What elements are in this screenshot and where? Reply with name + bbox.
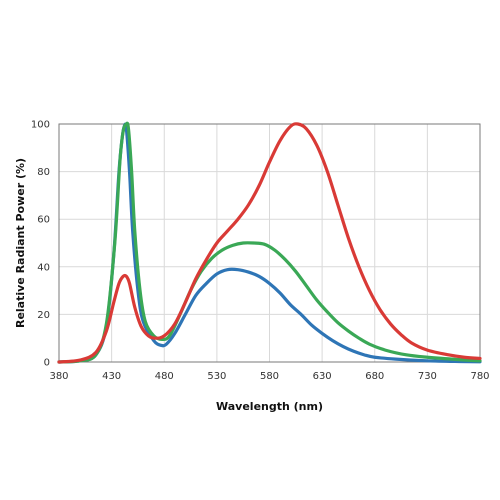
y-tick-label: 80 — [37, 167, 50, 178]
y-tick-label: 20 — [37, 310, 50, 321]
x-tick-label: 730 — [418, 371, 437, 382]
x-tick-label: 430 — [102, 371, 121, 382]
y-tick-label: 100 — [31, 120, 50, 131]
x-tick-label: 380 — [49, 371, 68, 382]
y-tick-label: 60 — [37, 215, 50, 226]
plot-frame — [58, 123, 481, 363]
y-tick-label: 0 — [44, 358, 50, 369]
series-line-2 — [57, 121, 482, 364]
x-tick-label: 680 — [365, 371, 384, 382]
y-axis-title: Relative Radiant Power (%) — [14, 158, 27, 328]
series-line-3 — [57, 122, 482, 364]
x-tick-label: 530 — [207, 371, 226, 382]
x-tick-label: 630 — [313, 371, 332, 382]
x-tick-label: 480 — [155, 371, 174, 382]
series-layer — [57, 121, 482, 364]
x-tick-label: 580 — [260, 371, 279, 382]
x-tick-labels: 380 430 480 530 580 630 680 730 780 — [49, 371, 489, 382]
y-tick-label: 40 — [37, 262, 50, 273]
x-tick-label: 780 — [470, 371, 489, 382]
x-axis-title: Wavelength (nm) — [216, 400, 323, 413]
y-tick-labels: 0 20 40 60 80 100 — [31, 120, 50, 369]
